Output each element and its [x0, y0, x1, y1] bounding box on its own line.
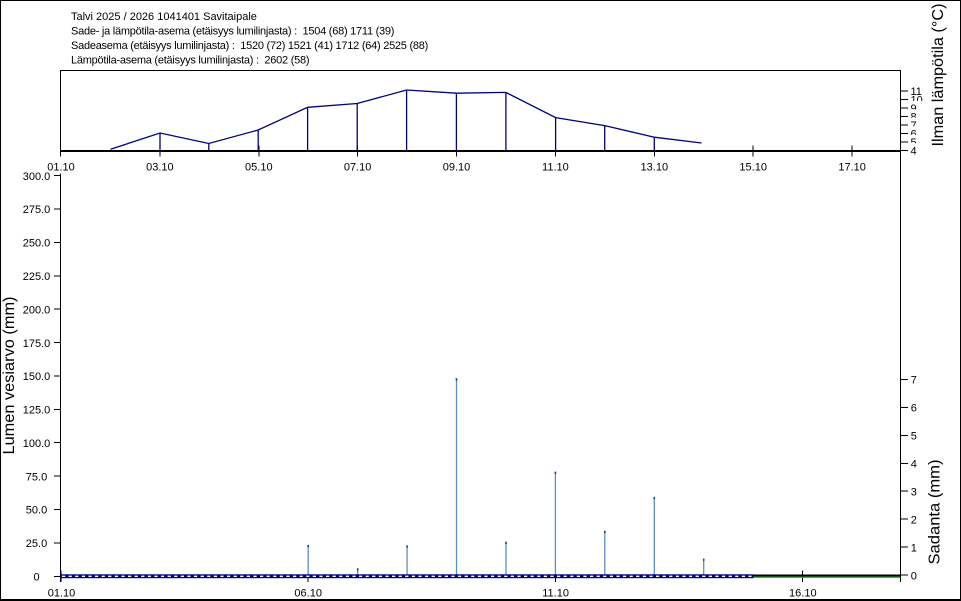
svg-text:9: 9 [911, 103, 917, 115]
svg-text:100.0: 100.0 [23, 438, 51, 450]
svg-text:0: 0 [33, 572, 39, 584]
svg-text:10: 10 [911, 95, 923, 107]
svg-text:50.0: 50.0 [26, 505, 47, 517]
svg-text:15.10: 15.10 [739, 162, 767, 174]
svg-text:1: 1 [911, 542, 917, 554]
svg-text:5: 5 [911, 137, 917, 149]
svg-text:Sade- ja lämpötila-asema (etäi: Sade- ja lämpötila-asema (etäisyys lumil… [71, 26, 394, 38]
svg-text:25.0: 25.0 [26, 538, 47, 550]
svg-text:6: 6 [911, 129, 917, 141]
svg-text:125.0: 125.0 [23, 405, 51, 417]
svg-text:4: 4 [911, 146, 917, 158]
svg-text:17.10: 17.10 [838, 162, 866, 174]
svg-text:13.10: 13.10 [641, 162, 669, 174]
svg-text:16.10: 16.10 [789, 588, 817, 600]
svg-text:300.0: 300.0 [23, 171, 51, 183]
svg-text:Sadanta (mm): Sadanta (mm) [927, 460, 944, 565]
svg-text:05.10: 05.10 [245, 162, 273, 174]
svg-text:Ilman lämpötila (°C): Ilman lämpötila (°C) [930, 4, 947, 147]
svg-text:150.0: 150.0 [23, 371, 51, 383]
svg-text:225.0: 225.0 [23, 271, 51, 283]
svg-text:4: 4 [911, 459, 917, 471]
svg-text:6: 6 [911, 403, 917, 415]
svg-text:3: 3 [911, 486, 917, 498]
svg-text:275.0: 275.0 [23, 204, 51, 216]
svg-text:06.10: 06.10 [294, 588, 322, 600]
svg-text:5: 5 [911, 431, 917, 443]
svg-text:01.10: 01.10 [47, 162, 75, 174]
svg-text:Sadeasema (etäisyys lumilinjas: Sadeasema (etäisyys lumilinjasta) : 1520… [71, 40, 428, 52]
svg-text:7: 7 [911, 375, 917, 387]
svg-text:2: 2 [911, 514, 917, 526]
svg-text:11.10: 11.10 [542, 162, 569, 174]
svg-text:0: 0 [911, 570, 917, 582]
svg-text:11: 11 [911, 86, 922, 98]
svg-text:01.10: 01.10 [48, 588, 76, 600]
svg-text:11.10: 11.10 [542, 588, 569, 600]
svg-text:Talvi 2025 / 2026 1041401 Savi: Talvi 2025 / 2026 1041401 Savitaipale [71, 11, 257, 23]
svg-text:Lämpötila-asema (etäisyys lumi: Lämpötila-asema (etäisyys lumilinjasta) … [71, 55, 309, 67]
svg-text:09.10: 09.10 [443, 162, 471, 174]
svg-text:07.10: 07.10 [344, 162, 372, 174]
svg-text:75.0: 75.0 [26, 471, 47, 483]
svg-text:Lumen vesiarvo (mm): Lumen vesiarvo (mm) [1, 297, 18, 455]
svg-text:8: 8 [911, 112, 917, 124]
svg-text:03.10: 03.10 [146, 162, 174, 174]
svg-text:200.0: 200.0 [23, 304, 51, 316]
svg-text:175.0: 175.0 [23, 338, 51, 350]
svg-text:7: 7 [911, 120, 917, 132]
svg-text:250.0: 250.0 [23, 238, 51, 250]
